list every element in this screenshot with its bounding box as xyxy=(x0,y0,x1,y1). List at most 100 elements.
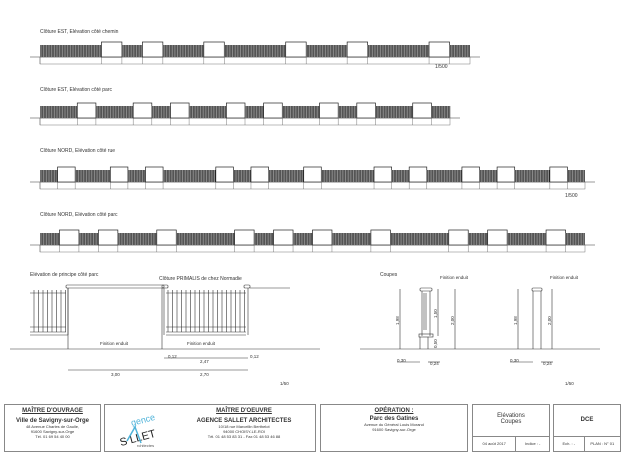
fence-panel xyxy=(245,106,264,118)
finish-label: Finition enduit xyxy=(187,341,216,346)
owner-name: Ville de Savigny-sur-Orge xyxy=(16,418,89,424)
operation-address: Avenue du Général Louis Morand xyxy=(364,422,424,427)
dim-label: 1,50 xyxy=(433,309,438,318)
sections-drawing xyxy=(360,287,600,363)
sheet-date: 04 août 2017 xyxy=(473,437,517,451)
wall-section xyxy=(356,102,376,119)
wall-section xyxy=(203,41,225,58)
dim-label: 0,30 xyxy=(510,358,519,363)
fence-panel xyxy=(391,170,410,182)
wall-section xyxy=(250,166,269,183)
wall-section xyxy=(373,166,392,183)
dim-label: 0,12 xyxy=(250,354,259,359)
wall-section xyxy=(142,41,164,58)
wall-section xyxy=(234,229,255,246)
sheet-index: Indice : - xyxy=(525,441,541,446)
wall-section xyxy=(59,229,80,246)
finish-label: Finition enduit xyxy=(440,275,469,280)
dim-label: 0,50 xyxy=(433,339,438,348)
wall-section xyxy=(496,166,516,183)
sheet-title: Elévations xyxy=(497,413,525,419)
dim-label: 3,00 xyxy=(111,372,120,377)
elevation-title: Clôture NORD, Elévation côté rue xyxy=(40,148,115,154)
wall-section xyxy=(145,166,164,183)
owner-heading: MAÎTRE D'OUVRAGE xyxy=(22,408,83,414)
wall-section xyxy=(448,229,469,246)
fence-panel xyxy=(163,170,216,182)
sallet-logo: gence S LLET rchitectes xyxy=(113,411,173,449)
scale-label: 1/50 xyxy=(280,381,289,386)
fence-panel xyxy=(189,106,227,118)
wall-section xyxy=(545,229,566,246)
logo-mark: gence S LLET rchitectes xyxy=(119,412,158,449)
owner-tel: Tél. 01 69 54 40 00 xyxy=(35,434,70,439)
fence-panel xyxy=(75,170,111,182)
fence-panel xyxy=(375,106,413,118)
fence-panel xyxy=(233,170,251,182)
wall-section xyxy=(273,229,294,246)
dim-label: 1,98 xyxy=(395,316,400,325)
fence-panel xyxy=(40,233,60,245)
fence-panel xyxy=(331,233,371,245)
operation-heading: OPÉRATION : xyxy=(374,408,414,414)
wall-section xyxy=(98,229,119,246)
dim-label: 0,30 xyxy=(397,358,406,363)
wall-section xyxy=(156,229,177,246)
fence-panel xyxy=(468,233,488,245)
wall-section xyxy=(303,166,322,183)
elevation-title: Clôture NORD, Elévation côté parc xyxy=(40,212,118,218)
wall-section xyxy=(461,166,480,183)
fence-panel xyxy=(507,233,547,245)
architect-box: gence S LLET rchitectes MAÎTRE D'OEUVRE … xyxy=(104,404,316,452)
operation-city: 91600 Savigny-sur-Orge xyxy=(372,427,416,432)
wall-section xyxy=(215,166,234,183)
fence-panel xyxy=(338,106,358,118)
sheet-subtitle: Coupes xyxy=(500,419,522,425)
wall-section xyxy=(346,41,368,58)
owner-city: 91600 Savigny-sur-Orge xyxy=(30,429,75,434)
wall-section xyxy=(226,102,246,119)
fence-panel xyxy=(306,45,348,57)
wall-section xyxy=(76,102,97,119)
dim-label: 2,47 xyxy=(200,359,209,364)
wall-section xyxy=(319,102,339,119)
fence-panel xyxy=(95,106,134,118)
fence-panel xyxy=(268,170,304,182)
finish-label: Finition enduit xyxy=(550,275,579,280)
fence-panel xyxy=(78,233,99,245)
phase-label: DCE xyxy=(580,417,594,423)
operation-name: Parc des Gatines xyxy=(369,416,419,422)
operation-box: OPÉRATION : Parc des Gatines Avenue du G… xyxy=(320,404,468,452)
dim-label: 0,24 xyxy=(543,361,552,366)
fence-elevation: Clôture EST, Elévation côté parc xyxy=(30,87,460,126)
dim-label: 0,24 xyxy=(430,361,439,366)
fence-panel xyxy=(282,106,320,118)
fence-panel xyxy=(224,45,286,57)
architect-name: AGENCE SALLET ARCHITECTES xyxy=(196,418,292,424)
architect-city: 94000 CHOISY-LE-ROI xyxy=(223,429,265,434)
wall-section xyxy=(428,41,450,58)
fence-panel xyxy=(390,233,449,245)
phase-box: DCE Ech. : - PLAN : N° 01 xyxy=(553,404,621,452)
fence-panel xyxy=(367,45,430,57)
owner-box: MAÎTRE D'OUVRAGE Ville de Savigny-sur-Or… xyxy=(4,404,101,452)
wall-section xyxy=(101,41,123,58)
fence-panel xyxy=(40,45,102,57)
fence-panel xyxy=(565,233,585,245)
fence-panel xyxy=(321,170,375,182)
elevation-title: Clôture EST, Elévation côté chemin xyxy=(40,29,119,35)
fence-panel xyxy=(567,170,585,182)
fence-panel xyxy=(40,106,78,118)
detail-elevation xyxy=(10,284,320,371)
sheet-box: Elévations Coupes 04 août 2017 Indice : … xyxy=(472,404,550,452)
fence-panel xyxy=(121,45,143,57)
dimension-strip xyxy=(39,181,586,190)
scale-label: 1/500 xyxy=(565,193,578,199)
wall-section xyxy=(412,102,432,119)
wall-section xyxy=(57,166,76,183)
product-label: Clôture PRIMALIS de chez Normadie xyxy=(159,276,242,282)
fence-panel xyxy=(293,233,313,245)
wall-section xyxy=(312,229,333,246)
fence-panel xyxy=(176,233,235,245)
